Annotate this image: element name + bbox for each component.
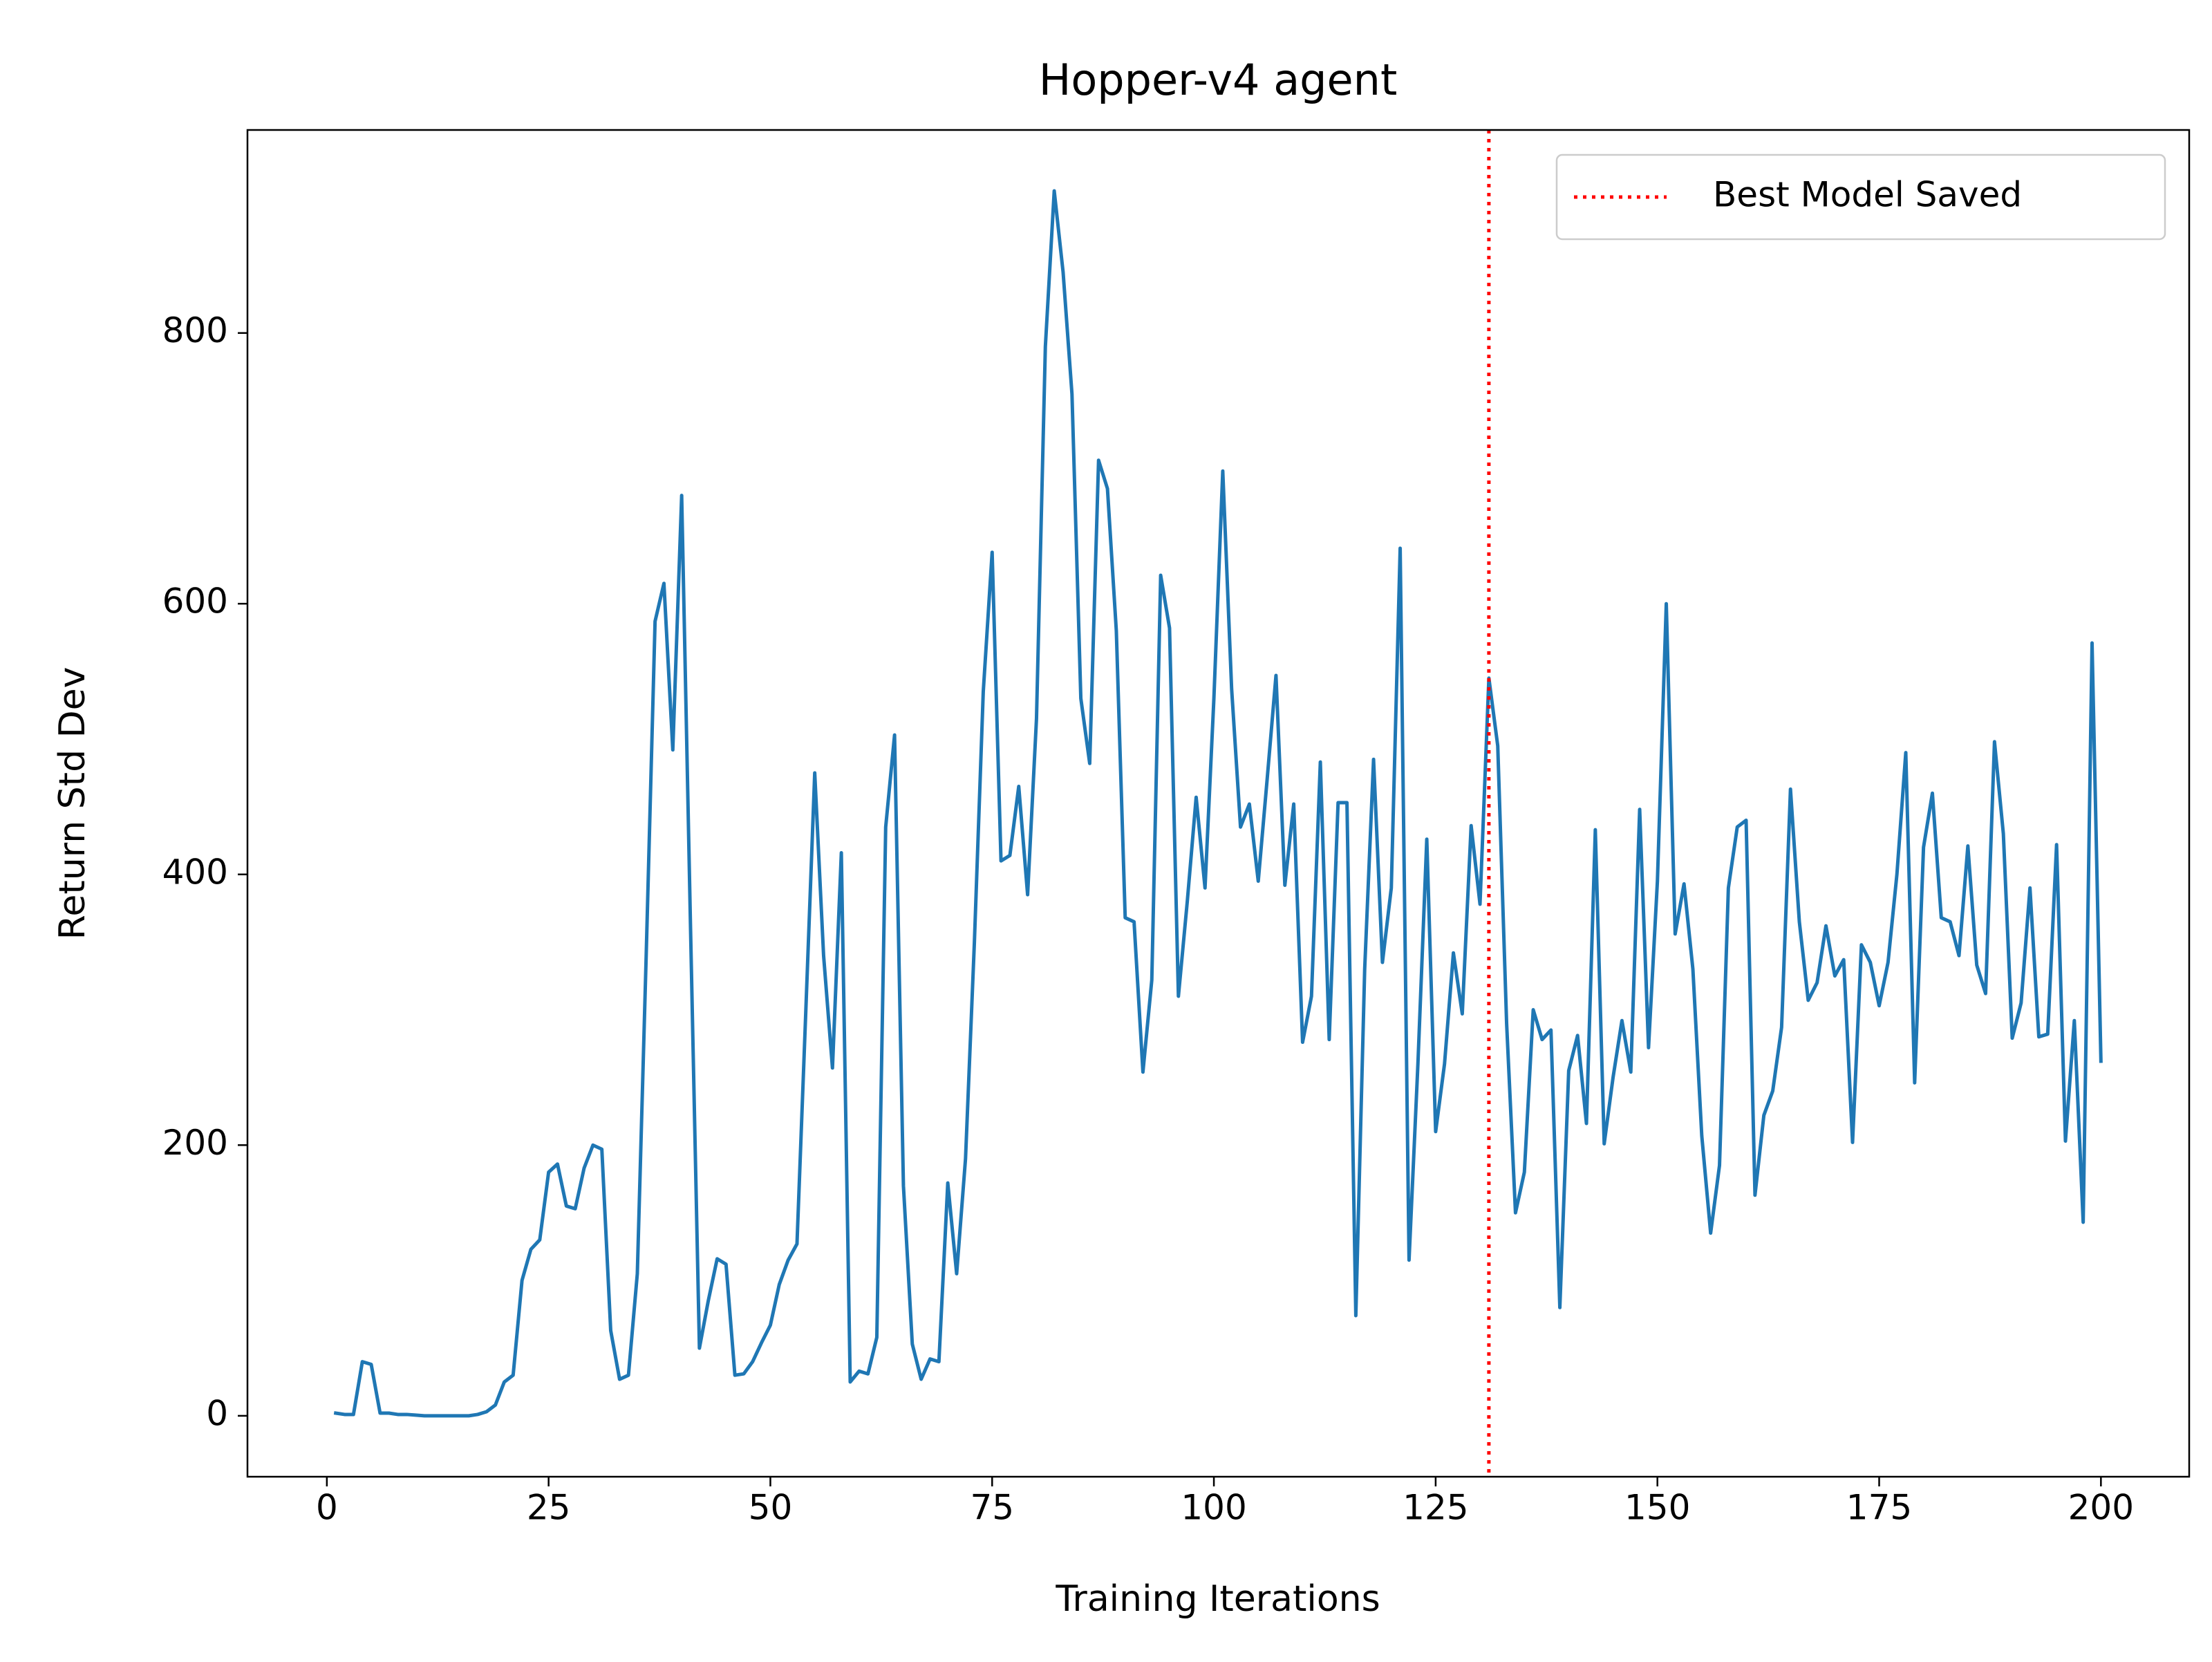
x-tick-label: 25 (527, 1488, 571, 1528)
x-tick-label: 100 (1181, 1488, 1246, 1528)
y-axis-label: Return Std Dev (52, 667, 93, 940)
y-tick-label: 400 (162, 852, 228, 892)
y-tick-label: 0 (206, 1393, 228, 1433)
x-tick-label: 175 (1846, 1488, 1912, 1528)
legend-label: Best Model Saved (1713, 175, 2022, 215)
y-tick-label: 800 (162, 310, 228, 351)
x-tick-label: 50 (749, 1488, 793, 1528)
data-line (333, 189, 2103, 1418)
x-tick-label: 75 (970, 1488, 1014, 1528)
x-tick-label: 200 (2068, 1488, 2134, 1528)
x-tick-label: 0 (316, 1488, 338, 1528)
chart-title: Hopper-v4 agent (1039, 55, 1398, 105)
x-tick-label: 150 (1624, 1488, 1690, 1528)
legend-box (1555, 153, 2166, 241)
legend: Best Model Saved (1555, 153, 2166, 241)
x-tick-label: 125 (1403, 1488, 1468, 1528)
x-axis-label: Training Iterations (1055, 1578, 1380, 1620)
plot-frame (246, 129, 2191, 1478)
y-tick-label: 200 (162, 1123, 228, 1163)
y-tick-label: 600 (162, 581, 228, 622)
